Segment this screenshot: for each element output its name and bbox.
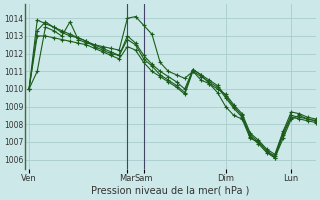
X-axis label: Pression niveau de la mer( hPa ): Pression niveau de la mer( hPa )	[91, 186, 250, 196]
